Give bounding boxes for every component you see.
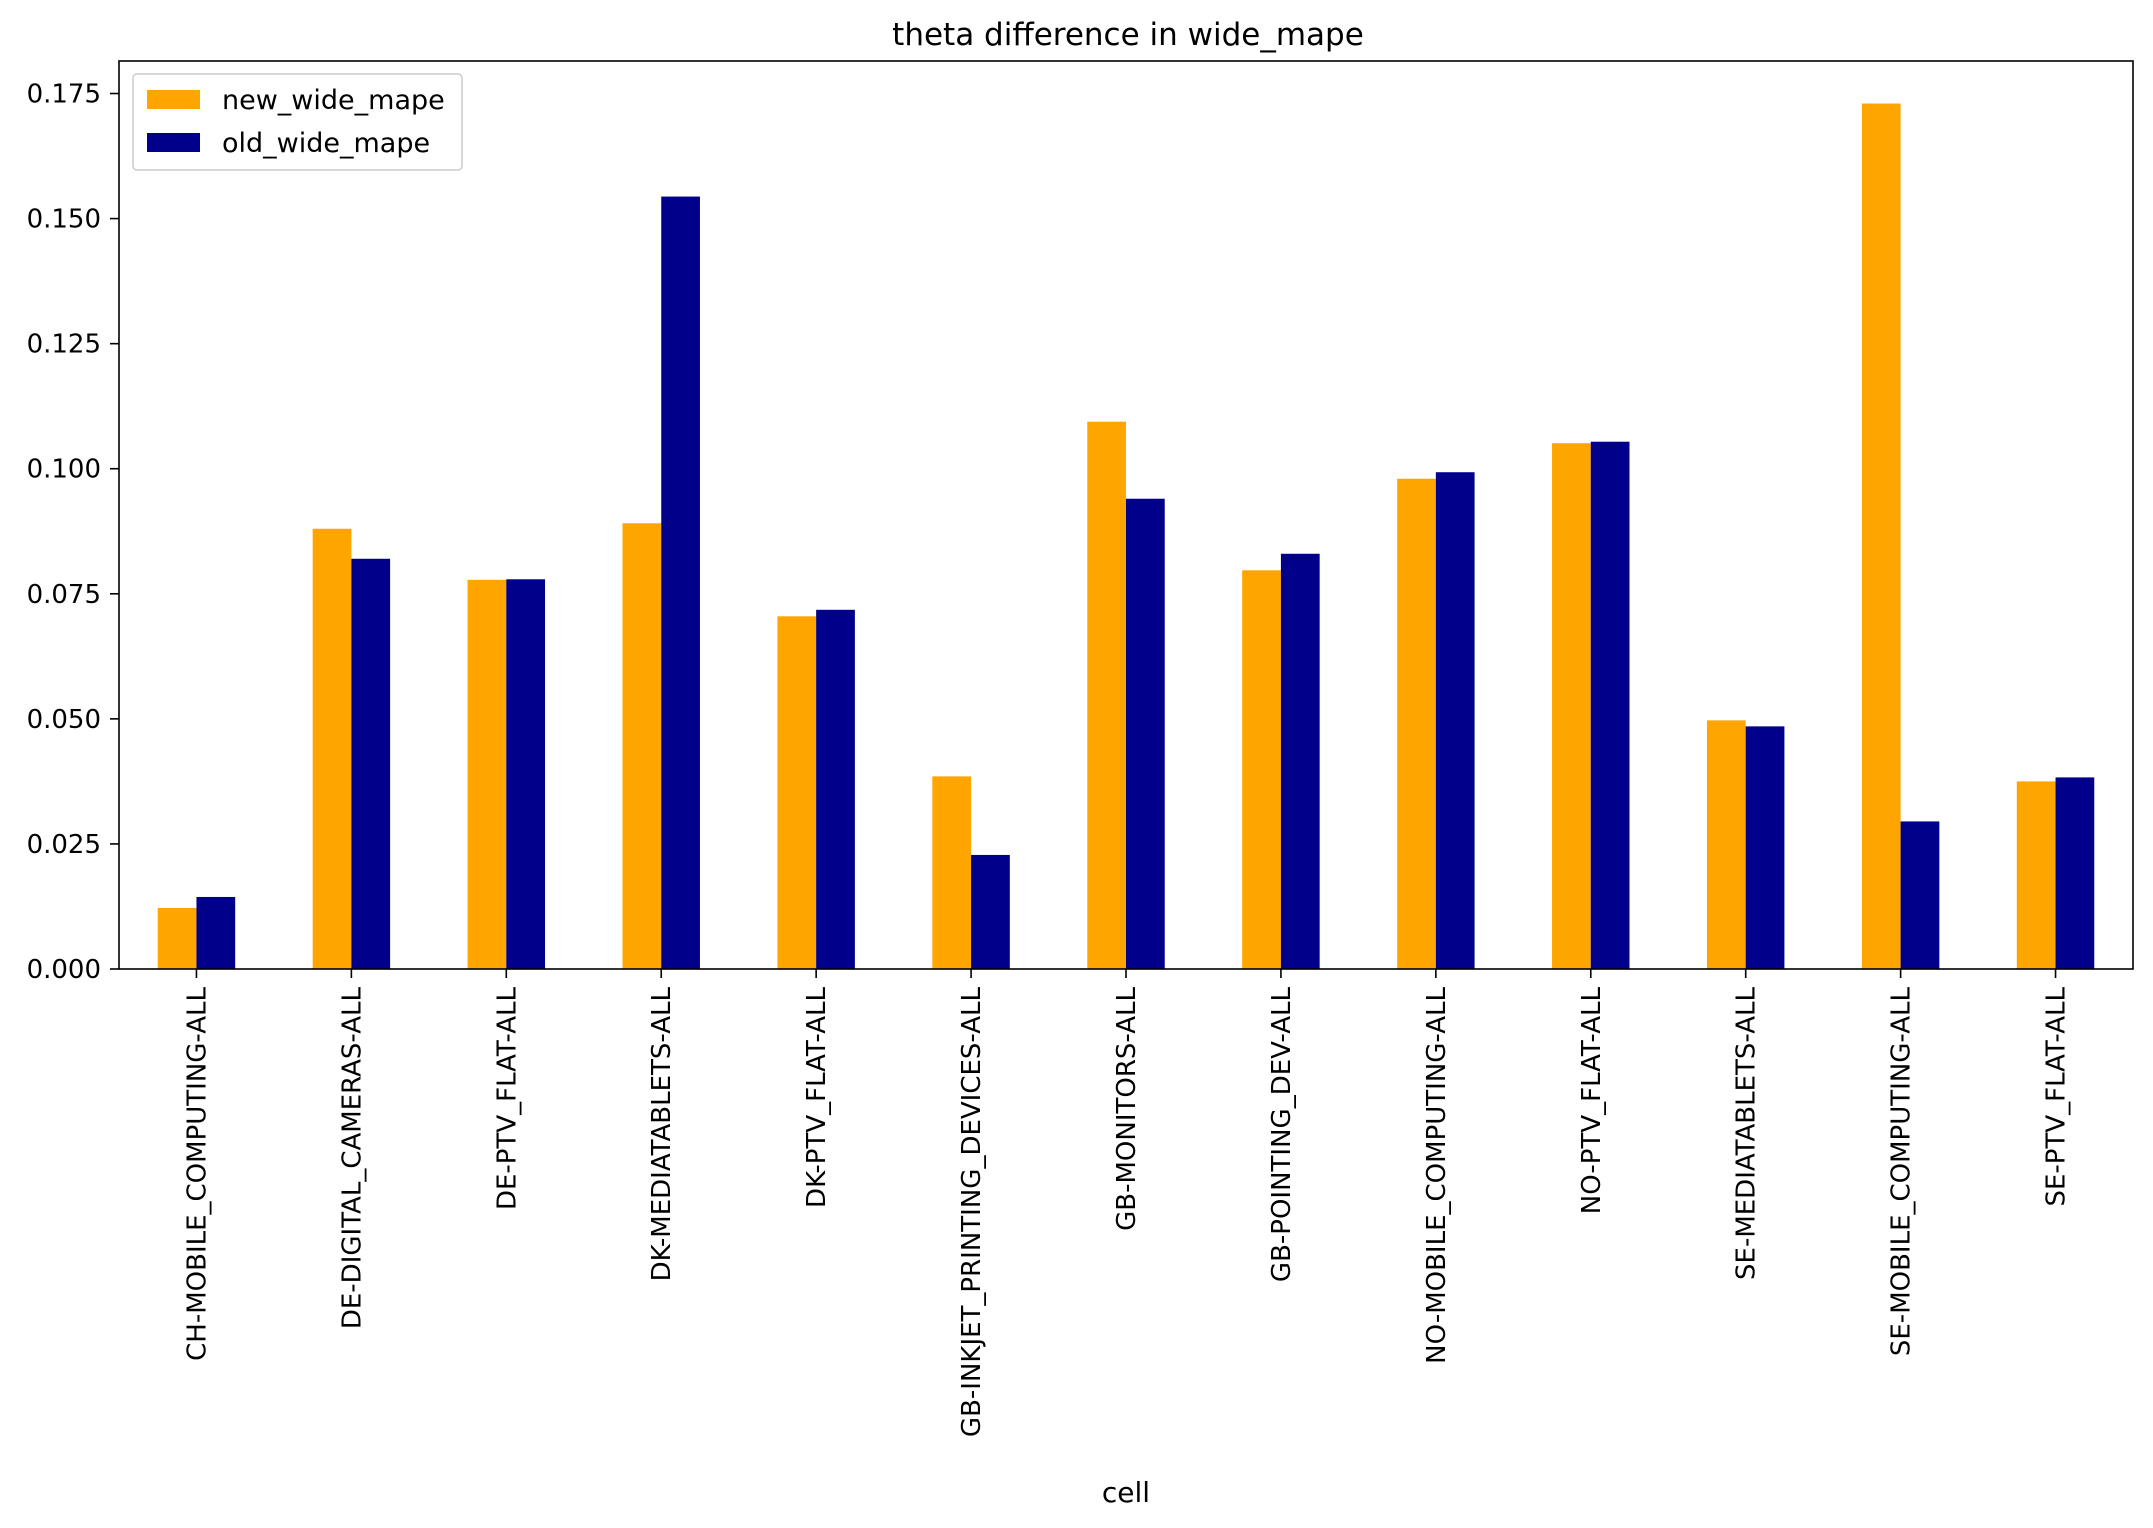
x-tick-label: NO-PTV_FLAT-ALL [1577,986,1607,1214]
x-tick-label: CH-MOBILE_COMPUTING-ALL [182,986,212,1360]
legend: new_wide_mape old_wide_mape [132,73,463,171]
x-axis-label: cell [1102,1476,1150,1509]
y-tick-label: 0.025 [27,830,101,860]
y-tick-label: 0.100 [27,455,101,485]
legend-label-new-wide-mape: new_wide_mape [222,85,445,116]
bar-old-gb-inkjet-printing-devices-all [971,854,1010,969]
bar-new-ch-mobile-computing-all [157,907,197,969]
bar-old-no-ptv-flat-all [1590,441,1630,970]
x-tick-label: SE-MOBILE_COMPUTING-ALL [1887,986,1917,1356]
bar-new-gb-pointing-dev-all [1242,570,1281,969]
bar-new-de-digital-cameras-all [312,528,352,969]
bar-old-de-ptv-flat-all [506,579,546,969]
legend-swatch-new-wide-mape [147,90,200,109]
bar-new-dk-mediatablets-all [622,523,662,969]
y-tick-label: 0.175 [27,80,101,110]
bar-new-no-ptv-flat-all [1552,443,1591,970]
x-tick-label: GB-INKJET_PRINTING_DEVICES-ALL [957,986,987,1437]
x-tick-label: GB-MONITORS-ALL [1112,986,1142,1230]
x-tick-label: SE-PTV_FLAT-ALL [2042,986,2072,1206]
bar-new-gb-inkjet-printing-devices-all [932,776,972,969]
x-tick-label: DK-PTV_FLAT-ALL [802,986,832,1207]
y-tick-label: 0.125 [27,330,101,360]
legend-frame [132,73,463,171]
bar-old-no-mobile-computing-all [1435,472,1475,969]
y-tick-label: 0.000 [27,955,101,985]
bar-old-gb-monitors-all [1126,498,1165,969]
x-tick-label: GB-POINTING_DEV-ALL [1267,986,1297,1282]
bar-new-no-mobile-computing-all [1397,478,1436,969]
bar-new-se-mediatablets-all [1706,720,1746,969]
y-axis: 0.000 0.025 0.050 0.075 0.100 0.125 0.150 0.175 [27,80,119,985]
x-tick-label: DK-MEDIATABLETS-ALL [647,987,677,1282]
x-tick-label: SE-MEDIATABLETS-ALL [1732,986,1762,1279]
y-tick-label: 0.075 [27,580,101,610]
x-tick-label: NO-MOBILE_COMPUTING-ALL [1422,986,1452,1363]
bar-old-se-ptv-flat-all [2055,777,2095,969]
x-axis: CH-MOBILE_COMPUTING-ALL DE-DIGITAL_CAMERA… [182,969,2072,1437]
bar-old-dk-mediatablets-all [661,196,700,969]
bar-old-se-mediatablets-all [1745,726,1785,969]
y-tick-label: 0.050 [27,705,101,735]
bar-old-ch-mobile-computing-all [196,896,236,969]
bar-new-de-ptv-flat-all [467,579,507,969]
legend-swatch-old-wide-mape [147,133,200,152]
x-tick-label: DE-DIGITAL_CAMERAS-ALL [337,986,367,1329]
bars-layer [157,103,2095,970]
bar-new-se-mobile-computing-all [1861,103,1901,969]
legend-label-old-wide-mape: old_wide_mape [222,128,430,159]
x-tick-label: DE-PTV_FLAT-ALL [492,986,522,1210]
bar-old-gb-pointing-dev-all [1280,553,1320,969]
bar-old-dk-ptv-flat-all [816,609,855,969]
chart-title: theta difference in wide_mape [892,17,1364,53]
bar-old-se-mobile-computing-all [1900,821,1940,969]
y-tick-label: 0.150 [27,205,101,235]
bar-new-se-ptv-flat-all [2016,781,2056,969]
bar-old-de-digital-cameras-all [351,558,391,969]
bar-new-dk-ptv-flat-all [777,616,817,969]
bar-new-gb-monitors-all [1087,421,1126,969]
